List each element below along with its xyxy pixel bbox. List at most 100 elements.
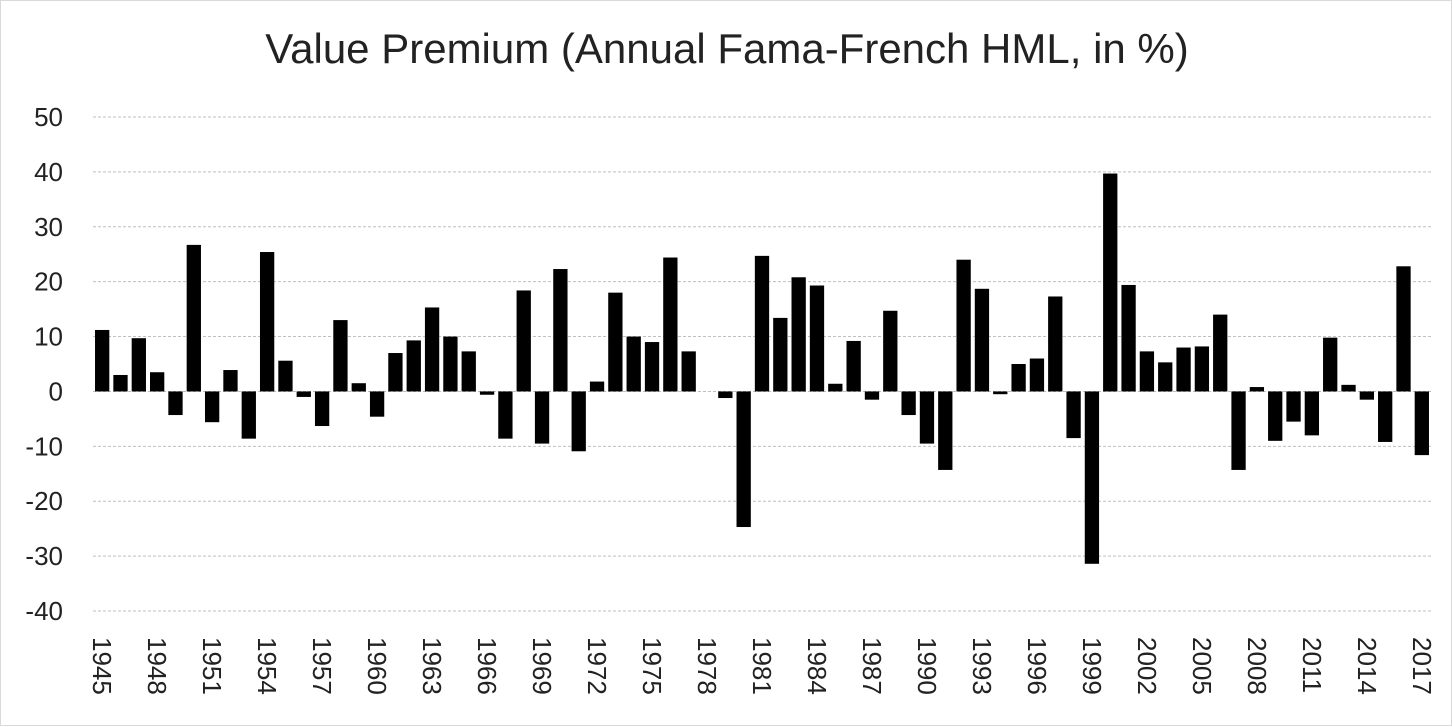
x-tick-label: 1975 bbox=[637, 637, 667, 695]
bar bbox=[553, 269, 567, 391]
bar bbox=[315, 391, 329, 426]
bar bbox=[113, 375, 127, 391]
bar bbox=[407, 340, 421, 391]
bar bbox=[1066, 391, 1080, 438]
bar bbox=[132, 338, 146, 391]
bar bbox=[242, 391, 256, 438]
bar bbox=[792, 277, 806, 391]
bar bbox=[755, 256, 769, 392]
y-tick-label: 20 bbox=[34, 267, 63, 297]
bar bbox=[333, 320, 347, 391]
bar bbox=[1250, 387, 1264, 391]
x-tick-label: 1969 bbox=[527, 637, 557, 695]
bar bbox=[627, 337, 641, 392]
bar bbox=[572, 391, 586, 451]
x-tick-label: 2005 bbox=[1187, 637, 1217, 695]
bar bbox=[1268, 391, 1282, 440]
x-tick-label: 1957 bbox=[307, 637, 337, 695]
bar bbox=[938, 391, 952, 469]
bar bbox=[425, 307, 439, 391]
x-tick-label: 1984 bbox=[802, 637, 832, 695]
bar bbox=[901, 391, 915, 415]
bar bbox=[718, 391, 732, 398]
bar bbox=[1231, 391, 1245, 469]
bar bbox=[443, 337, 457, 392]
x-tick-label: 1954 bbox=[252, 637, 282, 695]
bar bbox=[1030, 359, 1044, 392]
x-tick-label: 2008 bbox=[1242, 637, 1272, 695]
bar bbox=[517, 290, 531, 391]
x-tick-label: 1948 bbox=[142, 637, 172, 695]
bar bbox=[1378, 391, 1392, 441]
y-tick-label: 30 bbox=[34, 212, 63, 242]
x-tick-label: 2014 bbox=[1352, 637, 1382, 695]
bar bbox=[645, 342, 659, 391]
bar bbox=[1176, 348, 1190, 392]
y-tick-label: 40 bbox=[34, 157, 63, 187]
x-tick-label: 1945 bbox=[87, 637, 117, 695]
bar bbox=[168, 391, 182, 415]
x-tick-label: 1999 bbox=[1077, 637, 1107, 695]
bar bbox=[1305, 391, 1319, 435]
bar bbox=[480, 391, 494, 394]
bar bbox=[1195, 346, 1209, 391]
bar bbox=[1396, 266, 1410, 391]
bar bbox=[773, 318, 787, 392]
y-tick-label: 50 bbox=[34, 102, 63, 132]
bar bbox=[608, 293, 622, 392]
x-tick-label: 1963 bbox=[417, 637, 447, 695]
bar bbox=[150, 372, 164, 391]
y-tick-label: -10 bbox=[25, 431, 63, 461]
bar bbox=[1415, 391, 1429, 455]
bar bbox=[1158, 362, 1172, 391]
x-tick-label: 1972 bbox=[582, 637, 612, 695]
y-tick-label: -20 bbox=[25, 486, 63, 516]
x-tick-label: 2017 bbox=[1407, 637, 1437, 695]
bar bbox=[663, 258, 677, 392]
bar bbox=[352, 383, 366, 391]
y-tick-label: -40 bbox=[25, 596, 63, 626]
x-tick-label: 2002 bbox=[1132, 637, 1162, 695]
bar bbox=[1011, 364, 1025, 391]
x-tick-label: 1996 bbox=[1022, 637, 1052, 695]
bar bbox=[260, 252, 274, 391]
bar bbox=[1103, 174, 1117, 392]
bar bbox=[205, 391, 219, 422]
bar bbox=[498, 391, 512, 438]
bar bbox=[1286, 391, 1300, 421]
bar bbox=[682, 351, 696, 391]
bar bbox=[535, 391, 549, 443]
bar bbox=[865, 391, 879, 399]
x-tick-label: 1990 bbox=[912, 637, 942, 695]
bar bbox=[297, 391, 311, 396]
bar bbox=[187, 245, 201, 392]
y-tick-label: -30 bbox=[25, 541, 63, 571]
bar bbox=[810, 286, 824, 392]
x-tick-label: 1951 bbox=[197, 637, 227, 695]
bar bbox=[1213, 315, 1227, 392]
x-tick-label: 1960 bbox=[362, 637, 392, 695]
bar bbox=[737, 391, 751, 527]
bar bbox=[278, 361, 292, 392]
y-tick-label: 10 bbox=[34, 322, 63, 352]
bar bbox=[1121, 285, 1135, 391]
x-tick-label: 1978 bbox=[692, 637, 722, 695]
bar bbox=[1341, 385, 1355, 392]
bar bbox=[590, 382, 604, 392]
bar bbox=[920, 391, 934, 443]
x-tick-label: 1966 bbox=[472, 637, 502, 695]
bar bbox=[95, 330, 109, 391]
bar bbox=[1323, 338, 1337, 392]
bar bbox=[370, 391, 384, 416]
bar bbox=[1360, 391, 1374, 399]
bar bbox=[1048, 296, 1062, 391]
bar bbox=[956, 260, 970, 392]
bar bbox=[223, 370, 237, 391]
bar bbox=[388, 353, 402, 391]
x-tick-label: 1993 bbox=[967, 637, 997, 695]
x-tick-label: 1981 bbox=[747, 637, 777, 695]
bar bbox=[462, 351, 476, 391]
bar bbox=[846, 341, 860, 391]
